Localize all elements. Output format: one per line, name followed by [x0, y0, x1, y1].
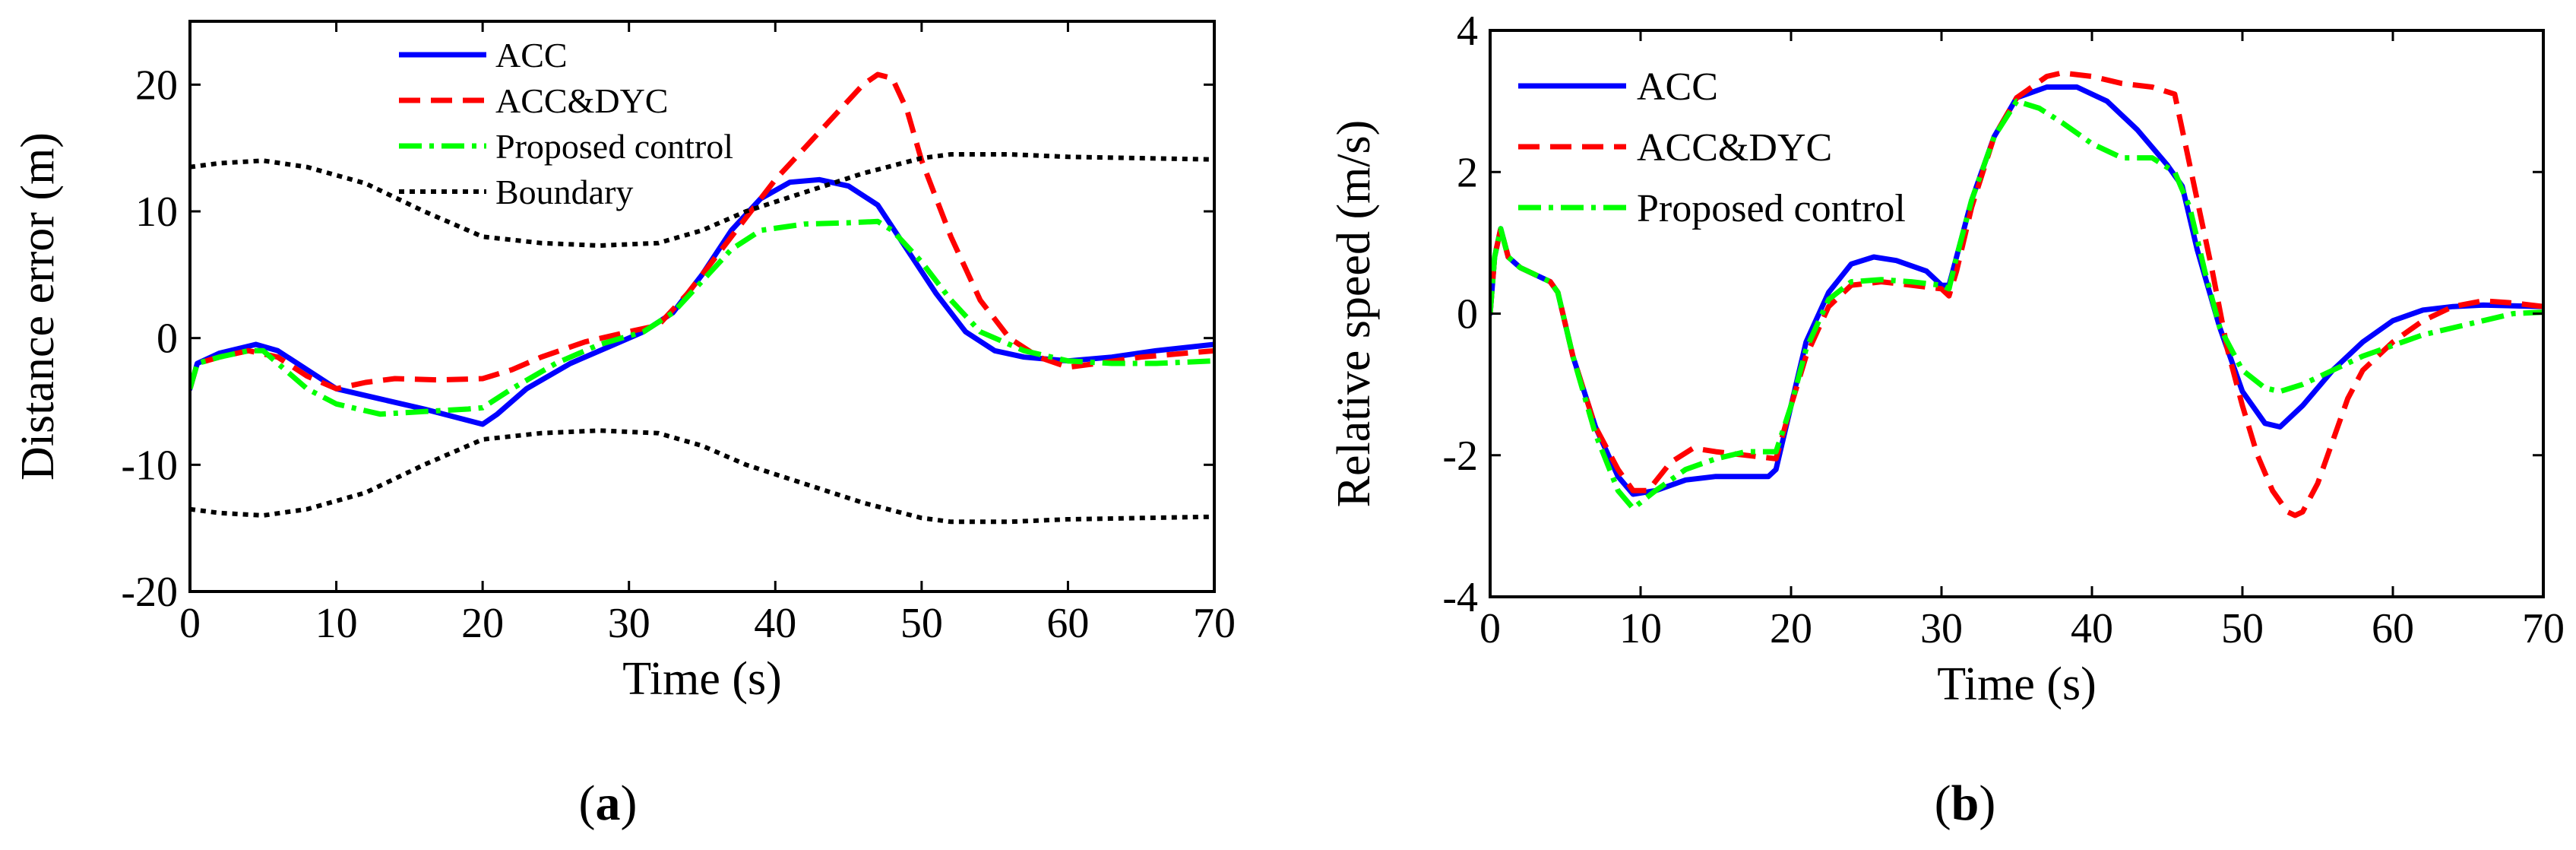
x-tick-label: 60 — [2372, 605, 2414, 652]
legend: ACC ACC&DYC Proposed control Boundary — [399, 36, 733, 211]
legend-label-acc: ACC — [495, 36, 568, 75]
x-tick-label: 40 — [2071, 605, 2113, 652]
caption-open-paren: ( — [1935, 775, 1951, 831]
y-tick-label: 4 — [1457, 8, 1478, 55]
x-axis-label: Time (s) — [1937, 658, 2097, 710]
series-line-acc_dyc — [190, 71, 1214, 392]
legend-label-proposed: Proposed control — [1637, 187, 1906, 230]
x-tick-label: 70 — [1193, 600, 1236, 647]
y-tick-label: 10 — [135, 189, 178, 236]
plot-frame — [188, 20, 1216, 593]
series-line-proposed — [1490, 98, 2543, 512]
legend: ACC ACC&DYC Proposed control — [1518, 65, 1906, 230]
x-tick-label: 40 — [754, 600, 796, 647]
caption-close-paren: ) — [621, 775, 638, 831]
y-tick-label: 20 — [135, 62, 178, 109]
panel-caption: (a) — [579, 775, 638, 831]
chart-panel-b: 0 10 20 30 40 50 60 70 -4 -2 0 2 4 Time (s) Relative s… — [1328, 8, 2565, 831]
x-tick-label: 20 — [461, 600, 504, 647]
x-tick-label: 50 — [2221, 605, 2264, 652]
x-tick-label: 50 — [900, 600, 943, 647]
x-tick-label: 60 — [1046, 600, 1089, 647]
legend-label-boundary: Boundary — [495, 173, 633, 211]
panel-caption: (b) — [1935, 775, 1996, 831]
caption-close-paren: ) — [1979, 775, 1995, 831]
x-tick-label: 30 — [1920, 605, 1963, 652]
legend-label-acc_dyc: ACC&DYC — [1637, 126, 1832, 170]
caption-open-paren: ( — [579, 775, 596, 831]
y-tick-label: 0 — [157, 316, 178, 363]
series-group — [190, 71, 1214, 525]
legend-label-acc: ACC — [1637, 65, 1718, 109]
chart-panel-a: 0 10 20 30 40 50 60 70 -20 -10 0 10 20 Time (s) Distan… — [12, 20, 1236, 831]
y-tick-label: -2 — [1442, 433, 1478, 480]
x-tick-label: 0 — [1479, 605, 1501, 652]
y-axis-label: Relative speed (m/s) — [1328, 120, 1380, 508]
legend-label-proposed: Proposed control — [495, 127, 733, 166]
legend-label-acc_dyc: ACC&DYC — [495, 81, 668, 120]
plot-frame — [1489, 29, 2545, 598]
y-tick-label: 0 — [1457, 291, 1478, 338]
series-line-boundary-lower — [190, 428, 1214, 525]
y-tick-label: 2 — [1457, 149, 1478, 196]
x-tick-label: 0 — [179, 600, 201, 647]
x-tick-label: 30 — [608, 600, 650, 647]
series-line-acc_dyc — [1490, 70, 2543, 519]
caption-letter: a — [596, 775, 621, 831]
series-line-proposed — [190, 218, 1214, 417]
y-tick-label: -4 — [1442, 574, 1478, 621]
x-tick-label: 10 — [315, 600, 358, 647]
y-axis-label: Distance error (m) — [12, 132, 64, 481]
x-tick-label: 70 — [2522, 605, 2565, 652]
x-axis-label: Time (s) — [622, 653, 782, 705]
y-tick-label: -20 — [121, 569, 178, 616]
y-tick-label: -10 — [121, 442, 178, 489]
caption-letter: b — [1951, 775, 1979, 831]
x-tick-label: 10 — [1619, 605, 1662, 652]
series-line-boundary — [190, 152, 1214, 248]
x-tick-label: 20 — [1770, 605, 1812, 652]
series-line-acc — [190, 176, 1214, 427]
series-group — [1490, 70, 2543, 519]
